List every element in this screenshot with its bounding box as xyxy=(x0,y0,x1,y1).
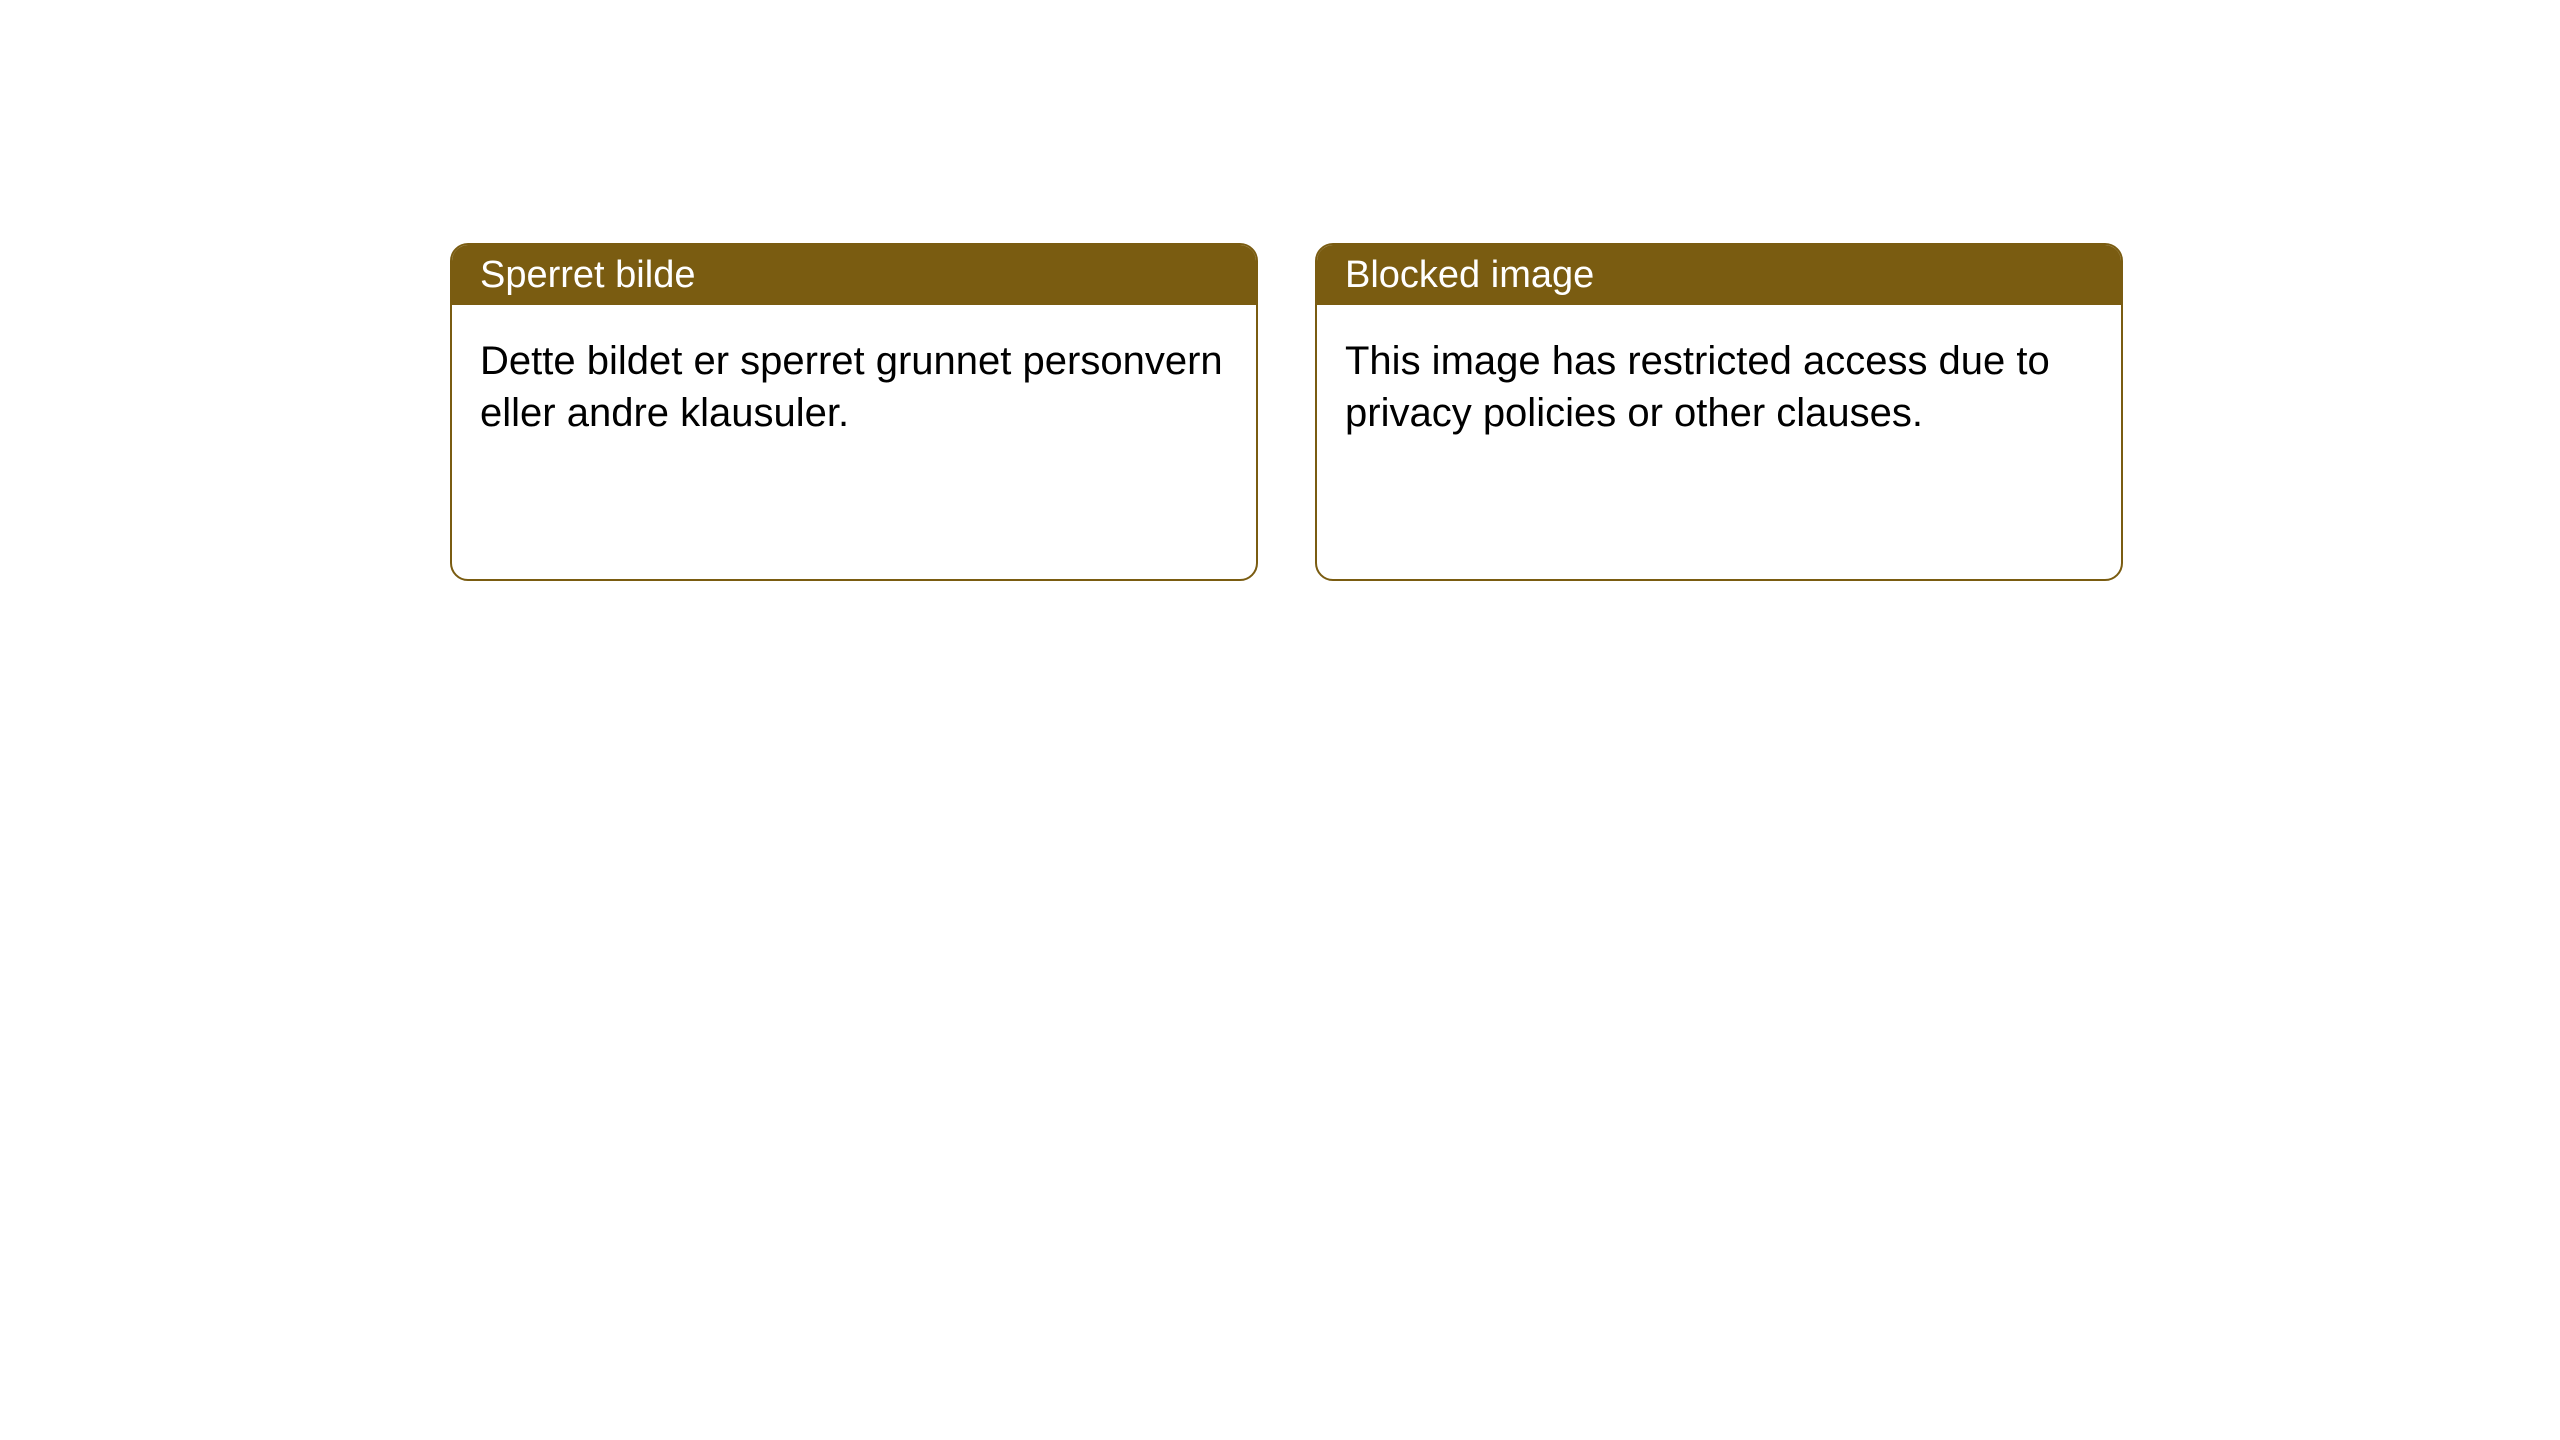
notice-cards-container: Sperret bilde Dette bildet er sperret gr… xyxy=(450,243,2123,581)
card-title: Sperret bilde xyxy=(480,254,695,297)
card-body: Dette bildet er sperret grunnet personve… xyxy=(452,305,1256,469)
card-body: This image has restricted access due to … xyxy=(1317,305,2121,469)
notice-card-english: Blocked image This image has restricted … xyxy=(1315,243,2123,581)
card-header: Sperret bilde xyxy=(452,245,1256,305)
card-header: Blocked image xyxy=(1317,245,2121,305)
card-title: Blocked image xyxy=(1345,254,1594,297)
card-body-text: Dette bildet er sperret grunnet personve… xyxy=(480,339,1223,435)
card-body-text: This image has restricted access due to … xyxy=(1345,339,2050,435)
notice-card-norwegian: Sperret bilde Dette bildet er sperret gr… xyxy=(450,243,1258,581)
